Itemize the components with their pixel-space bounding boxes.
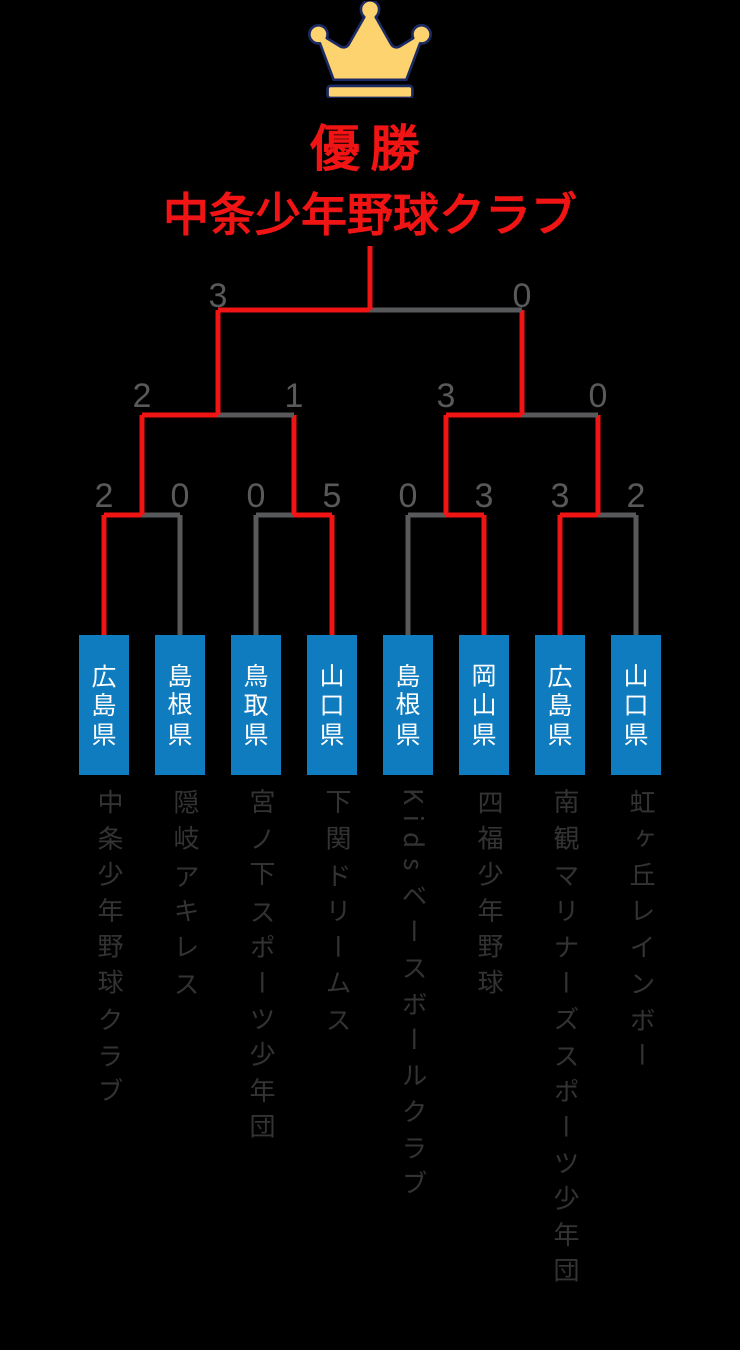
svg-text:3: 3: [209, 277, 228, 315]
svg-text:3: 3: [551, 477, 570, 515]
svg-text:2: 2: [133, 377, 152, 415]
svg-text:0: 0: [513, 277, 532, 315]
svg-text:2: 2: [95, 477, 114, 515]
svg-text:3: 3: [475, 477, 494, 515]
svg-text:1: 1: [285, 377, 304, 415]
svg-text:2: 2: [627, 477, 646, 515]
svg-text:0: 0: [589, 377, 608, 415]
svg-text:0: 0: [247, 477, 266, 515]
svg-text:3: 3: [437, 377, 456, 415]
svg-text:0: 0: [171, 477, 190, 515]
svg-text:5: 5: [323, 477, 342, 515]
svg-text:0: 0: [399, 477, 418, 515]
